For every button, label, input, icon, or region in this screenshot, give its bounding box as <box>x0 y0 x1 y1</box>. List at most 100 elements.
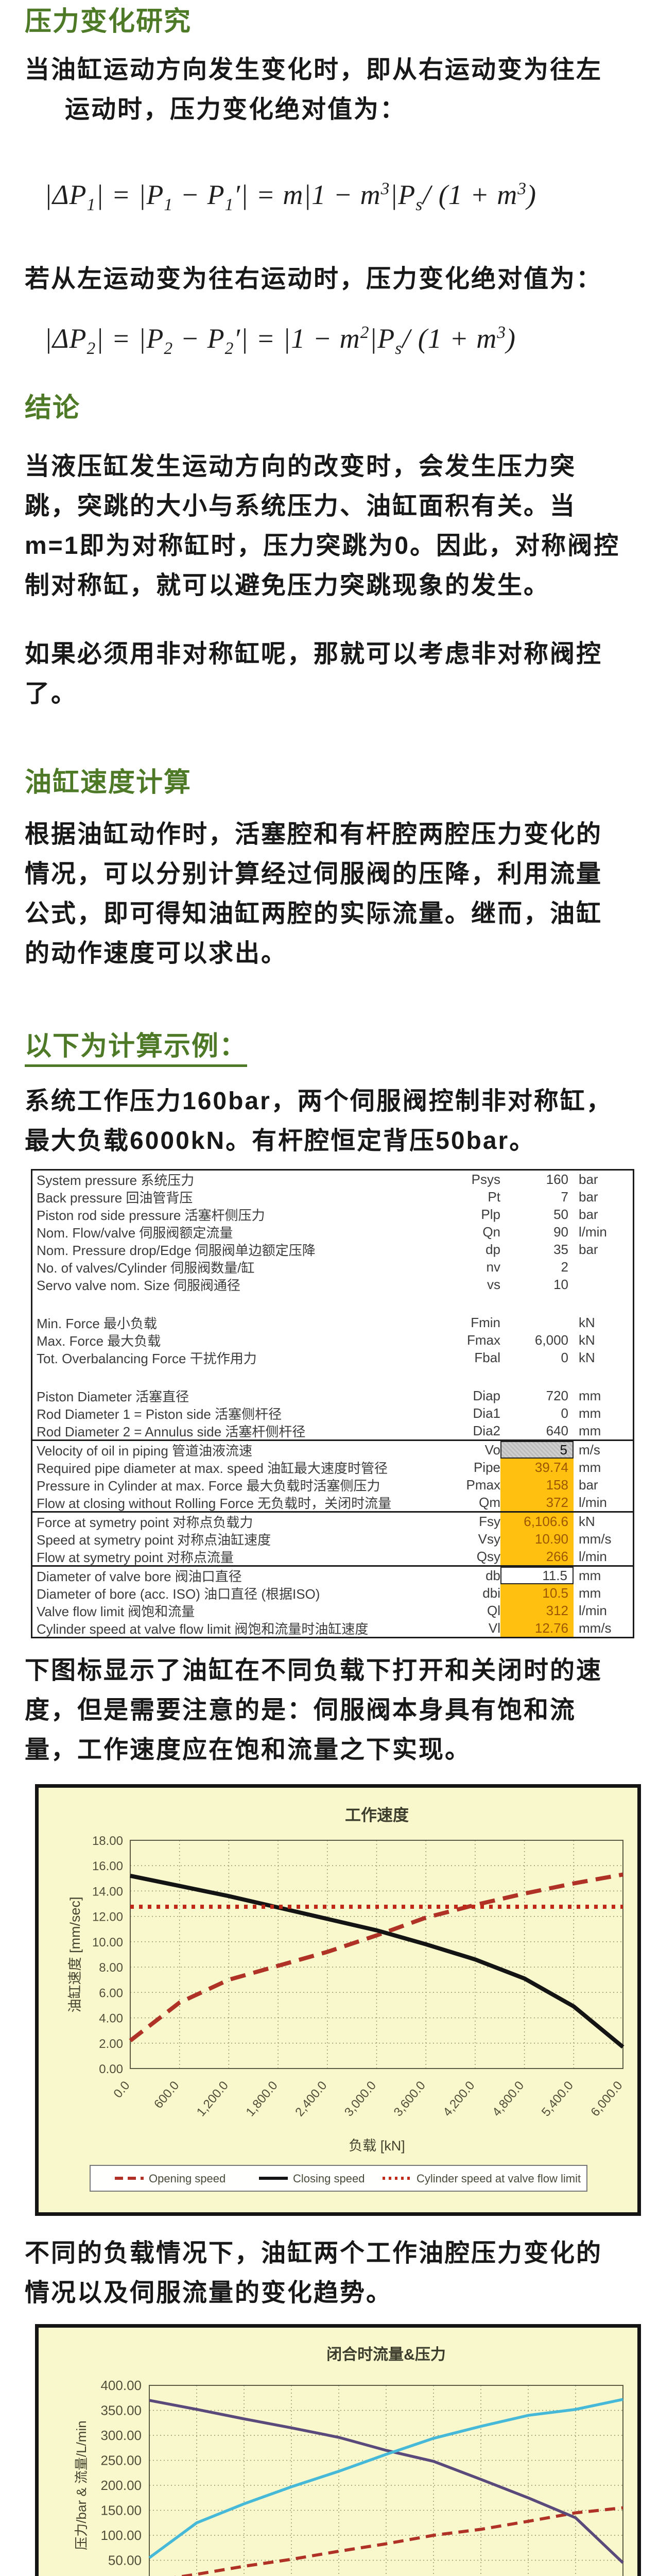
row-symbol: Diap <box>473 1387 500 1403</box>
db-input-cell[interactable]: 11.5 <box>500 1567 574 1585</box>
table-row: Max. Force 最大负载 Fmax 6,000 kN <box>32 1331 633 1349</box>
row-value: 0 <box>561 1405 568 1421</box>
svg-text:负载 [kN]: 负载 [kN] <box>349 2138 405 2154</box>
row-label: Velocity of oil in piping 管道油液流速 <box>37 1443 253 1459</box>
row-unit: l/min <box>579 1602 607 1618</box>
row-unit: kN <box>579 1349 595 1365</box>
svg-text:18.00: 18.00 <box>92 1834 123 1848</box>
formula-segment: 2 <box>224 338 234 358</box>
row-label: Piston rod side pressure 活塞杆侧压力 <box>37 1207 265 1223</box>
section-heading-example: 以下为计算示例： <box>25 1031 638 1067</box>
svg-text:6.00: 6.00 <box>99 1986 123 2000</box>
text-line: 若从左运动变为往右运动时，压力变化绝对值为： <box>25 265 603 293</box>
row-label: Min. Force 最小负载 <box>37 1315 158 1331</box>
formula-segment: s <box>415 195 423 215</box>
row-symbol: Pt <box>488 1189 500 1205</box>
table-spacer-row <box>32 1293 633 1314</box>
row-value <box>500 1314 574 1331</box>
svg-text:12.00: 12.00 <box>92 1910 123 1924</box>
table-row: Tot. Overbalancing Force 干扰作用力 Fbal 0 kN <box>32 1349 633 1366</box>
svg-text:Closing speed: Closing speed <box>293 2172 365 2185</box>
formula-segment: s <box>395 338 403 358</box>
svg-text:0.00: 0.00 <box>99 2062 123 2076</box>
row-value: 2 <box>561 1259 568 1275</box>
svg-text:250.00: 250.00 <box>100 2453 142 2468</box>
row-label: Max. Force 最大负载 <box>37 1333 161 1349</box>
text-line: 了。 <box>25 680 78 708</box>
text-line: 量，工作速度应在饱和流量之下实现。 <box>25 1736 472 1764</box>
formula-segment: ′| = |1 − m <box>234 323 360 354</box>
row-label: Piston Diameter 活塞直径 <box>37 1388 189 1404</box>
row-label: Rod Diameter 1 = Piston side 活塞侧杆径 <box>37 1406 282 1422</box>
formula-segment: |P <box>390 179 416 211</box>
parameter-table: System pressure 系统压力 Psys 160 bar Back press… <box>31 1169 634 1639</box>
svg-text:150.00: 150.00 <box>100 2503 142 2518</box>
paragraph-direction-change: 当油缸运动方向发生变化时，即从右运动变为往左 运动时，压力变化绝对值为： <box>25 50 638 129</box>
row-symbol: Fmin <box>471 1314 500 1330</box>
formula-segment: |ΔP <box>44 323 87 354</box>
svg-text:2.00: 2.00 <box>99 2037 123 2051</box>
svg-text:工作速度: 工作速度 <box>345 1806 409 1824</box>
row-label: Speed at symetry point 对称点油缸速度 <box>37 1532 271 1548</box>
formula-segment: 2 <box>164 338 174 358</box>
row-value: 35 <box>553 1241 568 1257</box>
formula-segment: 3 <box>517 179 527 199</box>
text-line: 情况以及伺服流量的变化趋势。 <box>25 2279 393 2307</box>
row-unit: mm <box>579 1585 601 1601</box>
svg-text:400.00: 400.00 <box>100 2378 142 2393</box>
table-row: Rod Diameter 1 = Piston side 活塞侧杆径 Dia1 0 m… <box>32 1404 633 1422</box>
paragraph-chart1-note: 下图标显示了油缸在不同负载下打开和关闭时的速 度，但是需要注意的是：伺服阀本身具有… <box>25 1651 638 1770</box>
chart-canvas: 0.00 2.00 4.00 6.00 8.00 10.00 12.00 14.00 16.00… <box>67 1806 626 2192</box>
svg-text:压力/bar & 流量/L/min: 压力/bar & 流量/L/min <box>74 2420 89 2550</box>
row-symbol: dbi <box>482 1585 500 1601</box>
row-unit: l/min <box>579 1548 607 1564</box>
formula-delta-p1: |ΔP1| = |P1 − P1′| = m|1 − m3|Ps/ (1 + m… <box>25 179 638 215</box>
row-value: 90 <box>553 1224 568 1240</box>
row-symbol: Pmax <box>466 1477 500 1493</box>
table-row: Cylinder speed at valve flow limit 阀饱和流量… <box>32 1619 633 1637</box>
svg-text:4.00: 4.00 <box>99 2012 123 2026</box>
svg-text:4,200.0: 4,200.0 <box>440 2079 477 2120</box>
formula-segment: 3 <box>497 323 506 343</box>
svg-text:6,000.0: 6,000.0 <box>588 2079 625 2120</box>
row-symbol: Plp <box>481 1206 500 1222</box>
table-row: Flow at symetry point 对称点流量 Qsy 266 l/min <box>32 1548 633 1566</box>
section-heading-pressure-study: 压力变化研究 <box>25 7 192 37</box>
row-label: System pressure 系统压力 <box>37 1172 195 1188</box>
row-symbol: nv <box>486 1259 500 1275</box>
text-line: 公式，即可得知油缸两腔的实际流量。继而，油缸 <box>25 900 603 927</box>
svg-text:4,800.0: 4,800.0 <box>490 2079 527 2120</box>
row-label: Force at symetry point 对称点负载力 <box>37 1514 253 1530</box>
row-unit: mm <box>579 1422 601 1438</box>
row-label: Diameter of bore (acc. ISO) 油口直径 (根据ISO) <box>37 1586 320 1602</box>
row-symbol: Vl <box>488 1620 500 1636</box>
formula-segment: − P <box>173 323 225 354</box>
row-unit: kN <box>579 1314 595 1330</box>
formula-segment: |ΔP <box>44 179 87 211</box>
formula-segment: 1 <box>164 195 174 215</box>
row-symbol: Fsy <box>479 1513 500 1529</box>
row-symbol: vs <box>487 1276 500 1292</box>
text-line: 系统工作压力160bar，两个伺服阀控制非对称缸， <box>25 1088 613 1115</box>
chart-canvas: 0.0050.00100.00150.00200.00250.00300.003… <box>74 2346 624 2576</box>
table-row: Flow at closing without Rolling Force 无负… <box>32 1494 633 1512</box>
formula-segment: | = |P <box>96 323 164 354</box>
section-heading-conclusion: 结论 <box>25 393 81 423</box>
text-line: 的动作速度可以求出。 <box>25 939 288 967</box>
row-label: Diameter of valve bore 阀油口直径 <box>37 1568 242 1584</box>
vo-input-cell[interactable]: 5 <box>500 1441 574 1459</box>
table-row: Servo valve nom. Size 伺服阀通径 vs 10 <box>32 1276 633 1293</box>
row-value: 10.5 <box>500 1584 574 1602</box>
paragraph-speed-calc: 根据油缸动作时，活塞腔和有杆腔两腔压力变化的 情况，可以分别计算经过伺服阀的压降，… <box>25 815 638 973</box>
svg-text:600.0: 600.0 <box>151 2079 182 2111</box>
paragraph-left-to-right: 若从左运动变为往右运动时，压力变化绝对值为： <box>25 259 638 299</box>
chart-flow-pressure: 0.0050.00100.00150.00200.00250.00300.003… <box>35 2324 641 2576</box>
row-value: 266 <box>500 1548 574 1566</box>
row-value: 50 <box>553 1206 568 1222</box>
row-label: Nom. Pressure drop/Edge 伺服阀单边额定压降 <box>37 1242 316 1258</box>
svg-text:16.00: 16.00 <box>92 1859 123 1873</box>
text-line: 不同的负载情况下，油缸两个工作油腔压力变化的 <box>25 2240 603 2267</box>
table-row: Speed at symetry point 对称点油缸速度 Vsy 10.90 mm… <box>32 1530 633 1548</box>
